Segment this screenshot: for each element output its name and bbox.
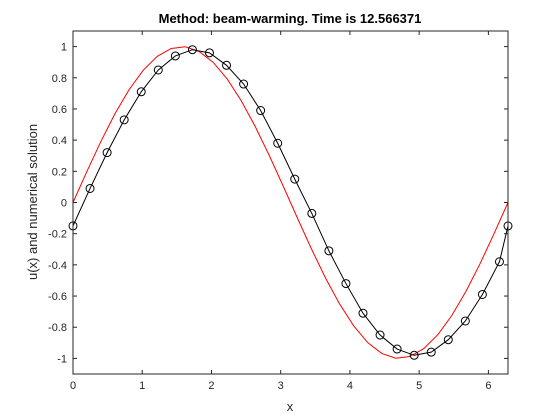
x-tick-label: 6 — [485, 380, 491, 392]
numerical-solution-point — [187, 45, 197, 55]
numerical-solution-point — [341, 279, 351, 289]
y-tick-label: 0.6 — [52, 104, 67, 116]
numerical-solution-point — [443, 335, 453, 345]
numerical-solution-line — [72, 49, 509, 356]
numerical-solution-point — [494, 257, 504, 267]
numerical-solution-point — [460, 316, 470, 326]
numerical-solution-point — [358, 308, 368, 318]
y-tick-label: 0.8 — [52, 73, 67, 85]
y-tick-label: -0.4 — [48, 260, 67, 272]
x-tick-label: 4 — [347, 380, 353, 392]
numerical-solution-point — [409, 350, 419, 360]
numerical-solution-point — [273, 138, 283, 148]
y-tick-label: -0.6 — [48, 291, 67, 303]
numerical-solution-point — [222, 60, 232, 70]
numerical-solution-point — [375, 330, 385, 340]
numerical-solution-point — [426, 347, 436, 357]
y-tick-label: -0.8 — [48, 322, 67, 334]
y-tick-label: 0.2 — [52, 166, 67, 178]
axes-box — [72, 30, 509, 375]
numerical-solution-point — [290, 174, 300, 184]
x-tick-label: 3 — [278, 380, 284, 392]
series-layer — [68, 45, 513, 360]
y-tick-label: -1 — [57, 353, 67, 365]
y-tick-label: 1 — [61, 42, 67, 54]
numerical-solution-point — [153, 65, 163, 75]
numerical-solution-point — [170, 51, 180, 61]
numerical-solution-point — [256, 106, 266, 116]
numerical-solution-point — [307, 208, 317, 218]
numerical-solution-point — [102, 148, 112, 158]
x-tick-label: 0 — [70, 380, 76, 392]
x-tick-label: 5 — [416, 380, 422, 392]
exact-solution-line — [72, 46, 509, 359]
y-axis-label: u(x) and numerical solution — [25, 124, 40, 280]
y-tick-label: 0.4 — [52, 135, 67, 147]
numerical-solution-point — [204, 48, 214, 58]
numerical-solution-point — [392, 344, 402, 354]
numerical-solution-point — [136, 87, 146, 97]
x-axis-label: x — [287, 399, 294, 414]
numerical-solution-point — [324, 246, 334, 256]
x-tick-label: 1 — [139, 380, 145, 392]
y-tick-label: -0.2 — [48, 229, 67, 241]
chart-title: Method: beam-warming. Time is 12.566371 — [159, 11, 422, 26]
numerical-solution-point — [239, 79, 249, 89]
numerical-solution-point — [85, 183, 95, 193]
y-tick-label: 0 — [61, 198, 67, 210]
numerical-solution-point — [119, 115, 129, 125]
ticks-layer: 0 1 2 3 4 5 6 -1 -0.8 -0.6 -0.4 -0.2 0 0.2 0.4 0.6 0.8 1 — [48, 31, 508, 392]
numerical-solution-point — [477, 289, 487, 299]
x-tick-label: 2 — [208, 380, 214, 392]
